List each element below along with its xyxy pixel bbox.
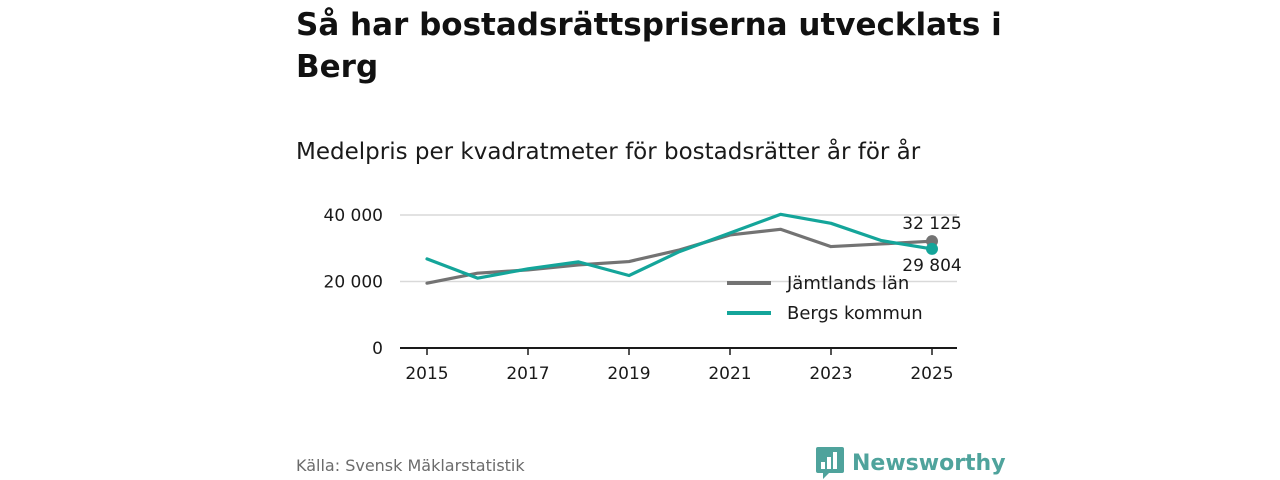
end-label-bergs-kommun: 29 804 (902, 256, 961, 276)
legend-label-jamtlands-lan: Jämtlands län (786, 273, 909, 294)
bar-chart-logo-icon (816, 447, 844, 479)
series-line-bergs-kommun (425, 212, 934, 280)
legend-label-bergs-kommun: Bergs kommun (787, 303, 923, 324)
chart-subtitle: Medelpris per kvadratmeter för bostadsrä… (296, 139, 921, 165)
x-tick-label-2023: 2023 (809, 364, 852, 384)
newsworthy-logo[interactable]: Newsworthy (815, 446, 1006, 480)
x-tick-label-2019: 2019 (607, 364, 650, 384)
brand-name: Newsworthy (852, 450, 1006, 476)
x-tick-label-2015: 2015 (405, 364, 448, 384)
x-tick-label-2017: 2017 (506, 364, 549, 384)
end-marker-bergs-kommun (926, 242, 938, 255)
chart-title: Så har bostadsrättspriserna utvecklats i… (296, 7, 1002, 85)
x-tick-label-2021: 2021 (708, 364, 751, 384)
y-tick-label-40000: 40 000 (324, 206, 383, 226)
y-tick-label-0: 0 (372, 339, 383, 359)
y-tick-label-20000: 20 000 (324, 273, 383, 293)
source-note: Källa: Svensk Mäklarstatistik (296, 456, 525, 475)
end-label-jamtlands-lan: 32 125 (902, 214, 961, 234)
x-tick-label-2025: 2025 (910, 364, 953, 384)
